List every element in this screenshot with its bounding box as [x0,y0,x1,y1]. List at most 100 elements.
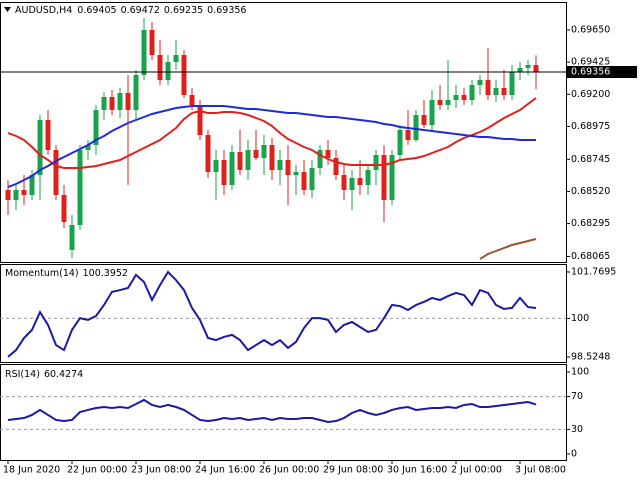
candle-body [245,150,251,170]
candle-body [269,145,275,170]
candle-body [101,97,107,110]
candle-body [173,55,179,62]
candle-body [453,95,459,100]
candle-body [29,175,35,195]
candle-body [517,68,523,72]
y-tick-label: 0 [571,449,577,460]
x-tick-label: 29 Jun 08:00 [323,465,383,476]
candle-body [69,225,75,250]
candle-body [229,152,235,185]
candle-body [325,150,331,158]
current-price-box [567,66,637,78]
candle-body [477,80,483,85]
candle-body [165,62,171,80]
candle-body [53,150,59,195]
candle-body [117,93,123,110]
candle-body [461,95,467,100]
y-tick-label: 0.69425 [571,57,610,68]
candle-body [85,145,91,150]
candle-body [333,158,339,175]
candle-body [493,88,499,95]
rsi-last: 60.4274 [44,369,83,380]
candle-body [501,88,507,95]
x-tick-label: 30 Jun 16:00 [387,465,447,476]
candle-body [221,160,227,185]
rsi-plot [0,396,566,430]
header-close: 0.69356 [207,5,246,16]
y-tick-label: 0.69650 [571,25,610,36]
y-tick-label: 100 [571,313,589,324]
candle-body [93,110,99,145]
y-tick-label: 0.68975 [571,121,610,132]
momentum-title: Momentum(14) [5,268,79,279]
rsi-header: RSI(14) 60.4274 [5,369,83,380]
y-tick-label: 98.5248 [571,352,610,363]
candle-body [509,72,515,95]
candle-body [437,100,443,105]
x-tick-label: 3 Jul 08:00 [515,465,566,476]
candle-body [357,178,363,185]
header-low: 0.69235 [164,5,203,16]
x-tick-label: 22 Jun 00:00 [67,465,127,476]
candle-body [21,190,27,195]
candle-body [157,55,163,80]
candle-body [237,152,243,170]
momentum-panel-frame [0,264,567,363]
x-tick-label: 23 Jun 08:00 [131,465,191,476]
candle-body [149,30,155,55]
rsi-title: RSI(14) [5,369,40,380]
header-high: 0.69472 [121,5,160,16]
y-tick-label: 101.7695 [571,267,616,278]
candle-body [445,100,451,105]
candle-body [301,172,307,190]
candle-body [405,130,411,140]
momentum-last: 100.3952 [83,268,128,279]
candle-body [253,150,259,158]
x-tick-label: 2 Jul 00:00 [451,465,502,476]
menu-triangle[interactable] [4,7,11,12]
candle-body [141,30,147,75]
candle-body [293,172,299,175]
candle-body [525,65,531,68]
x-tick-label: 18 Jun 2020 [3,465,60,476]
candle-body [421,115,427,125]
candle-body [45,120,51,150]
rsi-panel-frame [0,364,567,461]
indicator-line [7,270,537,358]
candle-body [397,130,403,155]
y-tick-label: 30 [571,424,583,435]
current-price-label: 0.69356 [571,67,610,78]
candle-body [61,195,67,222]
moving-average [7,105,536,188]
candle-body [373,155,379,170]
candle-body [277,160,283,170]
candle-body [125,93,131,110]
symbol: AUDUSD,H4 [15,5,72,16]
y-tick-label: 0.69200 [571,89,610,100]
candle-body [197,105,203,135]
candle-body [413,115,419,140]
momentum-header: Momentum(14) 100.3952 [5,268,128,279]
candle-body [77,150,83,225]
candle-body [181,55,187,95]
main-plot [0,18,566,260]
candle-body [5,190,11,200]
candle-body [381,155,387,200]
axes: 0.69650 0.69425 0.69200 0.68975 0.68745 0.685… [3,25,637,476]
candle-body [285,160,291,175]
candle-body [261,145,267,158]
candle-body [309,168,315,190]
candle-body [37,120,43,175]
candle-body [365,170,371,185]
x-tick-label: 26 Jun 00:00 [259,465,319,476]
candle-body [349,178,355,190]
moving-average [479,238,537,260]
candle-body [485,80,491,95]
candle-body [341,175,347,190]
candle-body [533,65,539,72]
y-tick-label: 0.68065 [571,251,610,262]
y-tick-label: 0.68745 [571,154,610,165]
main-panel-frame [0,2,567,263]
